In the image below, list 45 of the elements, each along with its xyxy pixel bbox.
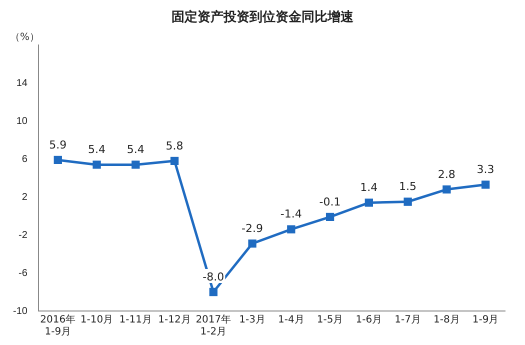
x-tick-label: 1-7月 [394, 314, 421, 326]
text: -1.4 [280, 208, 302, 221]
x-tick-label: 1-12月 [158, 314, 191, 326]
x-tick-label: 2017年 1-2月 [196, 314, 232, 338]
text: 5.4 [88, 143, 106, 156]
y-tick-label: 14 [16, 78, 28, 89]
x-tick-label: 1-6月 [356, 314, 382, 326]
point [364, 198, 374, 207]
text: 2.8 [438, 168, 456, 181]
text: -8.0 [202, 270, 224, 284]
x-tick-label: 1-8月 [434, 314, 460, 326]
point [287, 225, 296, 234]
y-tick-label: 6 [22, 154, 28, 165]
text: -0.1 [319, 195, 341, 208]
point [404, 198, 412, 206]
x-tick-label: 1-9月 [472, 314, 499, 326]
y-tick-label: 2 [22, 192, 28, 203]
text: 3.3 [476, 163, 494, 176]
point [442, 185, 451, 194]
text: 5.9 [49, 138, 67, 152]
point [248, 239, 256, 248]
point [326, 212, 334, 222]
point [209, 288, 218, 296]
point [92, 160, 101, 169]
point [170, 156, 179, 165]
chart-title: 固定资产投资到位资金同比增速 [170, 8, 354, 26]
y-tick-label: -10 [13, 306, 28, 317]
y-tick-label: 10 [16, 116, 28, 127]
point [132, 160, 140, 169]
text: 5.4 [126, 143, 144, 156]
text: 5.8 [166, 139, 184, 152]
y-tick-label: -2 [18, 230, 28, 241]
text: 1.5 [399, 180, 417, 194]
x-tick-label: 1-3月 [239, 314, 266, 326]
x-tick-label: 1-11月 [119, 314, 152, 326]
x-tick-label: 1-5月 [316, 314, 344, 326]
y-axis-title: （%） [10, 31, 40, 44]
y-tick-label: -6 [18, 268, 28, 279]
x-tick-label: 1-4月 [278, 314, 304, 326]
text: -2.9 [242, 222, 264, 235]
point [481, 180, 490, 189]
point [54, 156, 62, 164]
text: 1.4 [360, 181, 378, 194]
x-tick-label: 1-10月 [80, 314, 114, 326]
x-tick-label: 2016年 1-9月 [40, 314, 76, 338]
